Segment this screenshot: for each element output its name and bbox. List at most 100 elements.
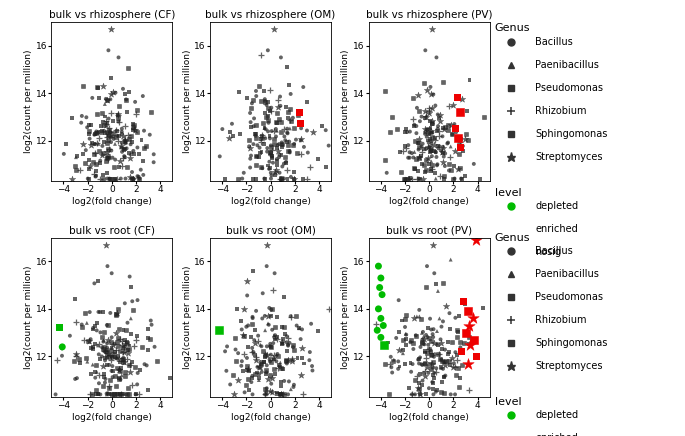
Point [440, 361, 451, 368]
Point [269, 334, 280, 341]
Point [103, 152, 114, 159]
Point [425, 127, 436, 134]
Point [97, 175, 108, 182]
Point [275, 363, 286, 370]
Point [114, 133, 125, 140]
Point [427, 241, 438, 248]
Point [138, 92, 149, 99]
Point [102, 262, 113, 269]
Point [435, 356, 446, 363]
Point [227, 133, 238, 140]
Point [105, 109, 116, 116]
Point [112, 365, 123, 372]
Point [464, 77, 475, 84]
Point [88, 326, 99, 333]
Point [126, 175, 137, 182]
Point [278, 391, 289, 398]
Point [394, 329, 405, 336]
Point [460, 130, 471, 137]
Title: bulk vs rhizosphere (CF): bulk vs rhizosphere (CF) [49, 10, 175, 20]
Point [130, 110, 141, 117]
Point [426, 158, 437, 165]
Point [265, 371, 276, 378]
Point [247, 268, 258, 275]
Point [422, 130, 433, 137]
Point [95, 309, 105, 316]
Point [71, 318, 82, 325]
Point [127, 123, 138, 130]
Point [270, 169, 281, 176]
Point [427, 378, 438, 385]
Point [101, 354, 112, 361]
Point [101, 349, 112, 356]
Point [108, 130, 119, 137]
Point [276, 129, 287, 136]
Point [414, 155, 425, 162]
Point [419, 368, 430, 375]
Point [275, 174, 286, 181]
Point [438, 318, 449, 325]
Point [375, 315, 386, 322]
Point [427, 360, 438, 367]
Point [70, 296, 81, 303]
Point [430, 149, 441, 156]
Point [307, 367, 318, 374]
Point [114, 348, 125, 355]
Point [401, 129, 412, 136]
Point [426, 129, 437, 136]
Point [213, 327, 224, 334]
Point [71, 153, 82, 160]
Point [423, 334, 434, 341]
Point [260, 109, 271, 116]
Point [273, 153, 284, 160]
Point [295, 135, 306, 142]
Point [256, 361, 267, 368]
Point [104, 129, 115, 136]
Point [120, 175, 131, 182]
Point [436, 323, 447, 330]
Point [458, 340, 469, 347]
Point [264, 149, 275, 156]
Point [288, 141, 299, 148]
Point [265, 371, 276, 378]
Point [101, 154, 112, 161]
Point [276, 144, 287, 151]
Point [460, 329, 471, 336]
Point [105, 376, 116, 383]
Point [112, 175, 123, 182]
Point [460, 130, 471, 137]
Point [298, 84, 309, 91]
Point [282, 166, 292, 173]
Point [413, 146, 424, 153]
Point [434, 143, 445, 150]
Point [266, 152, 277, 159]
Point [321, 127, 332, 134]
Point [123, 150, 134, 157]
Point [129, 364, 140, 371]
Point [103, 146, 114, 153]
Point [114, 376, 125, 383]
Point [292, 150, 303, 157]
Point [460, 329, 471, 336]
Point [425, 147, 436, 154]
Point [110, 311, 121, 318]
Point [421, 112, 432, 119]
Point [128, 151, 139, 158]
Point [299, 143, 310, 150]
Point [404, 154, 415, 161]
Point [61, 140, 72, 147]
Point [116, 391, 127, 398]
Point [281, 159, 292, 166]
Point [371, 320, 382, 327]
Point [93, 147, 104, 154]
Point [242, 375, 253, 382]
Point [249, 340, 260, 347]
Point [443, 167, 454, 174]
Point [425, 83, 436, 90]
Point [117, 355, 128, 362]
Point [445, 326, 456, 333]
Point [283, 342, 294, 349]
Point [141, 143, 152, 150]
Point [463, 334, 474, 341]
Point [427, 118, 438, 125]
